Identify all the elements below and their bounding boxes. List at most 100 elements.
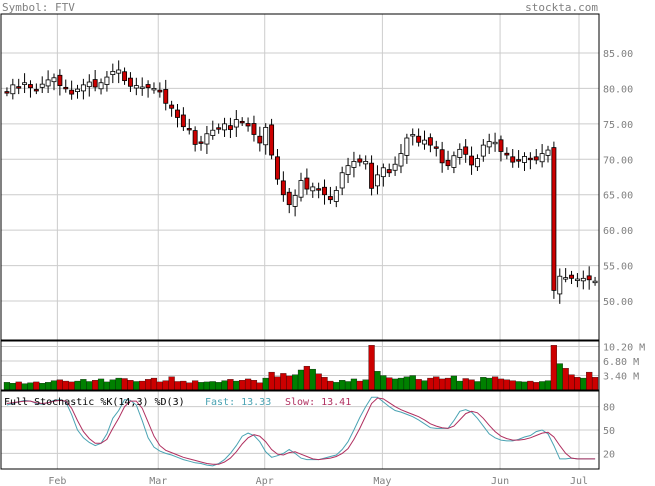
candle-body: [345, 165, 351, 175]
volume-bar: [362, 379, 369, 391]
candle-body: [292, 195, 298, 207]
candle: [222, 117, 228, 137]
candle: [510, 149, 516, 168]
price-tick-label: 65.00: [603, 191, 633, 202]
candle-body: [551, 147, 557, 291]
candle-body: [374, 174, 380, 187]
candle: [28, 80, 33, 98]
candle: [463, 139, 469, 163]
candle: [363, 155, 369, 170]
volume-bar: [233, 380, 240, 391]
candle: [216, 123, 222, 134]
candle: [204, 125, 210, 154]
candle-body: [316, 188, 322, 191]
stochastic-panel: [6, 396, 596, 467]
candle-body: [592, 280, 598, 284]
candle: [457, 143, 463, 165]
candle: [504, 147, 510, 160]
candle-body: [57, 74, 63, 86]
volume-bar: [180, 380, 187, 391]
stochastic-tick-label: 50: [603, 426, 615, 437]
candle-body: [75, 88, 80, 93]
x-tick-label: Jun: [491, 476, 509, 486]
volume-bar: [15, 381, 22, 391]
candle-body: [175, 109, 180, 118]
volume-bar: [92, 380, 99, 391]
volume-bar: [433, 376, 440, 391]
candle: [516, 150, 522, 168]
candle-body: [251, 123, 257, 135]
price-frame: [0, 13, 600, 341]
volume-tick-label: 3.40 M: [603, 372, 639, 383]
volume-bar: [456, 380, 463, 391]
volume-bar: [339, 380, 346, 391]
volume-bar: [503, 379, 510, 391]
volume-bar: [115, 377, 122, 391]
volume-frame: [0, 340, 600, 391]
volume-bar: [203, 381, 210, 391]
candle: [39, 76, 45, 94]
candle-body: [110, 71, 116, 75]
volume-bar: [80, 379, 87, 391]
candle: [257, 126, 263, 152]
candle-body: [198, 141, 204, 144]
volume-bar: [244, 378, 252, 391]
candle: [539, 144, 545, 168]
volume-bar: [303, 365, 310, 391]
volume-bar: [368, 345, 375, 391]
volume-bar: [491, 376, 499, 391]
candle: [480, 139, 486, 162]
candle-body: [92, 79, 98, 88]
volume-bar: [386, 377, 393, 391]
candle-body: [116, 69, 122, 74]
candle-body: [45, 79, 51, 87]
price-tick-label: 50.00: [603, 297, 633, 308]
candle-body: [4, 91, 10, 94]
price-tick-label: 70.00: [603, 155, 633, 166]
candle-body: [257, 135, 263, 144]
candle: [280, 171, 286, 202]
candle-body: [304, 177, 310, 190]
volume-bar: [344, 381, 352, 391]
volume-bar: [539, 381, 546, 391]
candle: [145, 80, 151, 98]
volume-bar: [150, 377, 158, 391]
stochastic-slow-line: [6, 397, 596, 465]
volume-bar: [521, 381, 528, 391]
candle: [75, 84, 80, 99]
candle-body: [386, 169, 392, 174]
candle: [404, 133, 410, 164]
candle-body: [416, 135, 422, 143]
volume-bar: [415, 379, 422, 391]
candle: [186, 118, 192, 135]
candle: [380, 163, 386, 187]
candle: [586, 266, 592, 290]
candle-body: [233, 119, 239, 128]
candle-body: [422, 139, 427, 145]
candle-body: [133, 85, 139, 89]
volume-bar: [50, 380, 58, 391]
candle: [116, 60, 122, 84]
candle: [239, 117, 245, 126]
candle: [533, 149, 539, 165]
candle: [169, 100, 175, 117]
volume-bar: [333, 382, 340, 391]
volume-bar: [86, 381, 93, 391]
candle-body: [322, 186, 327, 196]
volume-bar: [239, 380, 246, 391]
candle: [10, 78, 16, 100]
volume-bar: [380, 375, 387, 391]
candle-body: [98, 82, 104, 90]
candle: [263, 123, 269, 155]
candle-body: [10, 84, 16, 95]
volume-bar: [227, 379, 234, 391]
candle-body: [545, 149, 551, 156]
candle: [451, 151, 457, 174]
candle-body: [380, 167, 386, 178]
candle-body: [445, 159, 451, 167]
candle-body: [39, 83, 45, 88]
candle: [474, 154, 480, 171]
price-tick-label: 60.00: [603, 226, 633, 237]
candle: [33, 83, 39, 95]
candle: [16, 78, 22, 95]
